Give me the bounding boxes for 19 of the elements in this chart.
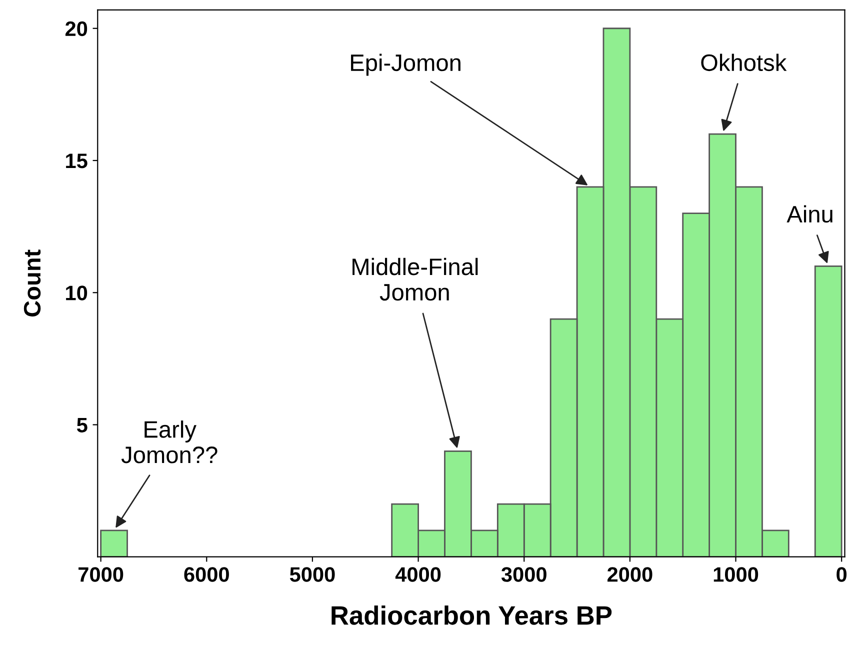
y-tick-label: 15: [66, 154, 88, 168]
x-tick-label: 0: [836, 567, 847, 582]
y-tick-label: 20: [65, 21, 88, 36]
annotation: Ainu: [786, 205, 832, 223]
annotation: Okhotsk: [701, 54, 787, 72]
x-tick-label: 7000: [78, 567, 124, 582]
y-tick-label: 5: [76, 418, 88, 432]
annotation: Middle-Final Jomon: [352, 258, 478, 301]
annotation: Epi-Jomon: [351, 54, 460, 76]
x-axis-title: Radiocarbon Years BP: [332, 605, 612, 625]
x-tick-label: 1000: [714, 567, 758, 582]
y-tick-label: 10: [66, 286, 88, 300]
x-tick-label: 4000: [395, 567, 441, 582]
x-tick-label: 6000: [184, 567, 229, 582]
x-tick-label: 5000: [290, 567, 335, 582]
y-axis-title: Count: [24, 250, 41, 316]
x-tick-label: 2000: [607, 567, 652, 582]
annotation: Early Jomon??: [121, 420, 218, 464]
x-tick-label: 3000: [501, 567, 546, 582]
